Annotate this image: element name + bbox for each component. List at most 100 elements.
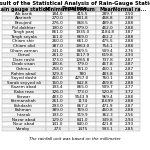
Text: Doab visan: Doab visan [12,62,35,66]
Text: 1184.8: 1184.8 [100,30,114,34]
Text: 2.93: 2.93 [125,53,134,57]
Text: Dorud: Dorud [17,53,30,57]
Text: Kaka reza: Kaka reza [14,90,33,94]
Text: 865.0: 865.0 [76,85,88,89]
Text: 2.93: 2.93 [125,122,134,126]
Text: 460.0: 460.0 [52,76,63,80]
Bar [46,117,69,122]
Bar [46,90,69,94]
Bar [119,25,140,30]
Text: 919.9: 919.9 [76,113,88,117]
Bar [2,62,46,67]
Text: 362.3: 362.3 [101,113,113,117]
Text: 2.88: 2.88 [125,76,134,80]
Text: 276.0: 276.0 [51,21,63,25]
Text: 193.0: 193.0 [52,113,63,117]
Bar [2,39,46,44]
Text: 509.4: 509.4 [102,49,113,53]
Bar [46,16,69,21]
Bar [96,99,119,104]
Text: Minimum: Minimum [45,7,70,12]
Text: 933.1: 933.1 [102,127,113,131]
Text: Tangh panj: Tangh panj [12,30,35,34]
Bar [46,12,69,16]
Text: 483.8: 483.8 [102,72,113,76]
Bar [119,108,140,113]
Bar [2,126,46,131]
Text: 329.3: 329.3 [51,72,63,76]
Text: 2.88: 2.88 [125,108,134,112]
Bar [96,53,119,57]
Text: 289.7: 289.7 [101,12,113,16]
Bar [69,76,96,81]
Text: 373.0: 373.0 [51,58,63,62]
Bar [69,108,96,113]
Bar [96,117,119,122]
Text: 389.0: 389.0 [51,108,63,112]
Bar [69,16,96,21]
Text: 509.7: 509.7 [101,85,113,89]
Bar [96,126,119,131]
Bar [69,113,96,117]
Bar [119,126,140,131]
Bar [69,117,96,122]
Bar [2,94,46,99]
Bar [96,44,119,48]
Text: 273: 273 [53,127,61,131]
Bar [46,71,69,76]
Bar [96,67,119,71]
Text: 773.0: 773.0 [76,90,88,94]
Bar [119,85,140,90]
Text: 467.8: 467.8 [102,62,113,66]
Bar [46,126,69,131]
Bar [69,85,96,90]
Bar [2,85,46,90]
Bar [69,81,96,85]
Text: 3.72: 3.72 [125,90,134,94]
Bar [119,57,140,62]
Text: 2.50: 2.50 [125,12,134,16]
Text: 969.4: 969.4 [102,95,113,99]
Text: 1935.0: 1935.0 [75,30,90,34]
Text: 761.0: 761.0 [76,67,88,71]
Text: 489.8: 489.8 [102,21,113,25]
Text: Nazar abad: Nazar abad [12,118,35,122]
Bar [46,44,69,48]
Text: 387.0: 387.0 [51,44,63,48]
Bar [96,25,119,30]
Bar [46,81,69,85]
Text: 161.0: 161.0 [52,35,63,39]
Bar [46,39,69,44]
Bar [69,62,96,67]
Bar [46,7,69,12]
Text: Tangh seyala: Tangh seyala [10,35,37,39]
Text: 760.1: 760.1 [102,76,113,80]
Text: 869.0: 869.0 [76,35,88,39]
Bar [46,53,69,57]
Bar [2,44,46,48]
Bar [69,25,96,30]
Bar [2,67,46,71]
Text: 270.0: 270.0 [51,16,63,20]
Bar [69,103,96,108]
Text: 293.0: 293.0 [51,104,63,108]
Bar [2,103,46,108]
Text: 11699: 11699 [101,99,114,103]
Bar [2,34,46,39]
Bar [46,94,69,99]
Bar [69,53,96,57]
Text: 180.6: 180.6 [52,62,63,66]
Bar [2,117,46,122]
Bar [46,57,69,62]
Text: 2.88: 2.88 [125,95,134,99]
Text: Oahrou: Oahrou [16,67,31,71]
Text: 421.8: 421.8 [102,122,113,126]
Text: Broujerd: Broujerd [15,21,32,25]
Bar [2,113,46,117]
Text: 754.1: 754.1 [102,44,113,48]
Text: 2.88: 2.88 [125,21,134,25]
Bar [119,81,140,85]
Text: Chiam olid: Chiam olid [13,44,34,48]
Bar [2,90,46,94]
Text: 2.88: 2.88 [125,99,134,103]
